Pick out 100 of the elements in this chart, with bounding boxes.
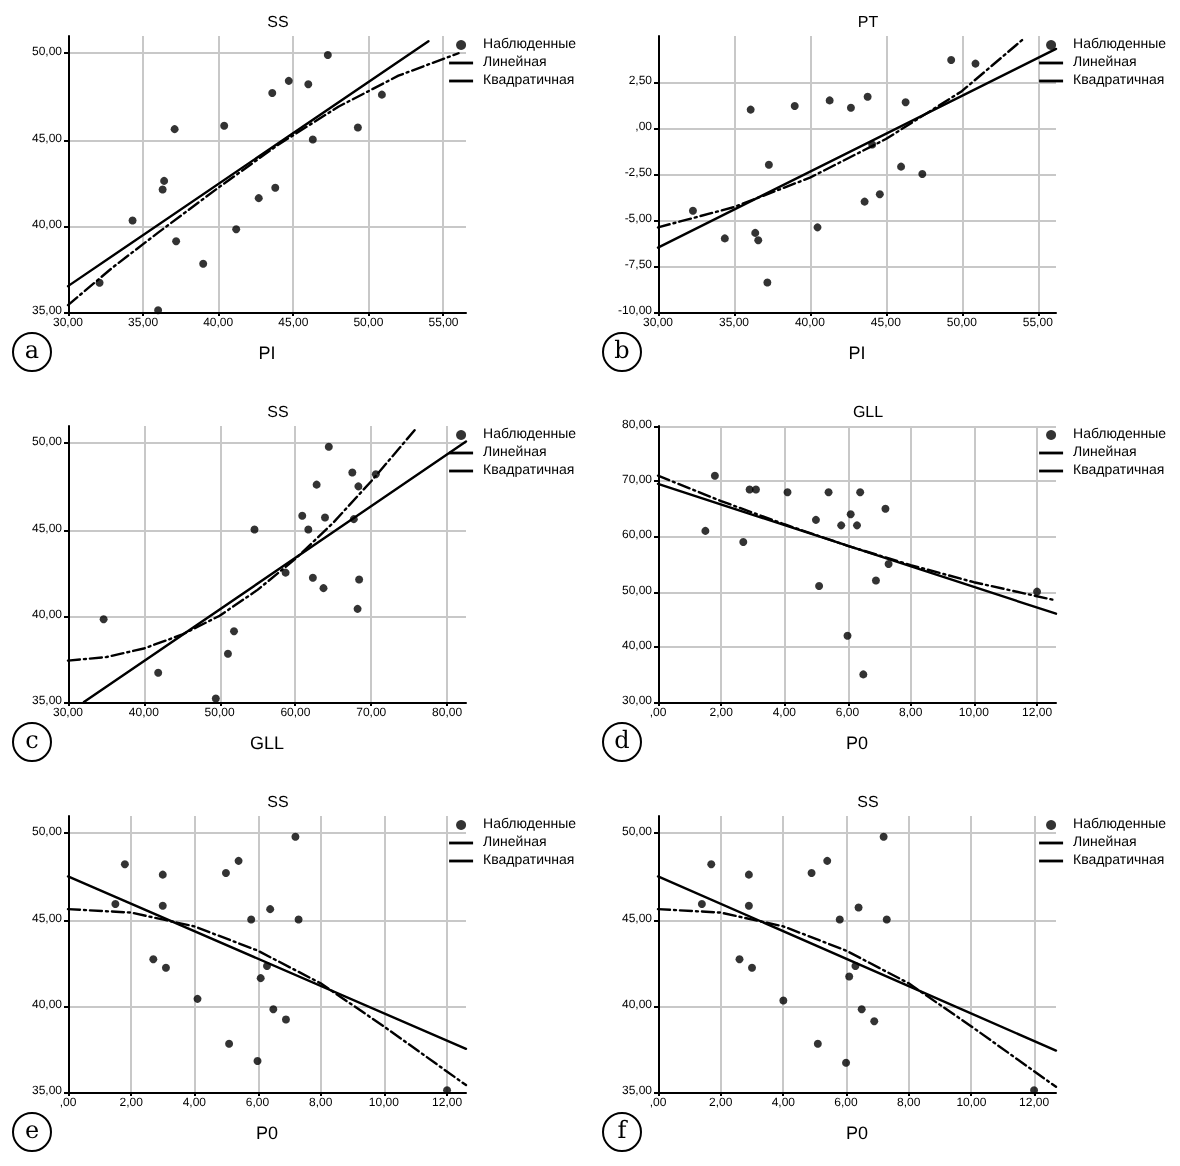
point [149,955,158,964]
point [323,50,332,59]
text: e [12,1112,52,1152]
point [863,92,872,101]
point [790,101,799,110]
chart-title: SS [267,13,289,31]
point [779,996,788,1005]
point [751,228,760,237]
point [720,234,729,243]
point [807,868,816,877]
point [291,832,300,841]
point [1033,587,1042,596]
point [688,206,697,215]
point [324,442,333,451]
point [882,915,891,924]
point [443,1086,452,1095]
point [859,670,868,679]
chart-title: SS [857,793,879,811]
point [308,135,317,144]
point [221,868,230,877]
chart-title: SS [267,403,289,421]
point [223,649,232,658]
point [697,899,706,908]
point [811,515,820,524]
point [161,963,170,972]
text: a [12,332,52,372]
point [154,306,163,315]
point [947,55,956,64]
point [857,1005,866,1014]
point [707,860,716,869]
point [901,98,910,107]
point [353,123,362,132]
point [348,468,357,477]
point [853,521,861,530]
point [843,631,852,640]
point [897,162,906,171]
point [312,480,321,489]
point [856,488,865,497]
point [754,236,763,245]
point [294,915,303,924]
point [860,197,869,206]
point [884,560,893,568]
point [783,488,792,497]
point [918,170,927,178]
point [353,604,362,613]
point [172,237,181,246]
text: c [12,722,52,762]
point [823,856,832,865]
point [158,185,167,194]
point [128,216,137,225]
point [158,901,167,910]
point [815,582,824,591]
point [284,76,293,85]
point [870,1017,879,1026]
chart-title: GLL [852,403,885,421]
text: b [602,332,642,372]
point [321,513,329,522]
point [234,856,243,865]
point [99,615,108,624]
point [225,1039,234,1048]
point [377,90,386,99]
text: f [602,1112,642,1152]
point [304,80,313,89]
point [120,860,129,869]
x-axis-title: PI [848,343,866,363]
point [710,471,719,480]
point [269,1005,278,1014]
chart-title: SS [267,793,289,811]
point [254,194,263,203]
point [879,832,888,841]
point [824,488,833,497]
point [319,584,328,593]
point [253,1056,262,1065]
point [744,901,753,910]
x-axis-title: PI [258,343,276,363]
x-axis-title: GLL [249,733,285,753]
point [354,482,363,491]
point [854,903,863,912]
point [825,96,834,105]
point [304,525,313,534]
point [813,223,822,232]
point [842,1058,851,1067]
point [1030,1086,1039,1095]
point [355,575,364,584]
point [881,504,890,513]
x-axis-title: P0 [845,733,869,753]
point [751,485,760,494]
point [111,899,120,908]
chart-title: PT [857,13,879,31]
point [746,105,755,114]
point [232,225,241,234]
point [735,955,744,964]
x-axis-title: P0 [255,1123,279,1143]
point [875,190,884,199]
point [281,1015,290,1024]
point [268,88,277,97]
point [971,59,980,68]
point [250,525,259,534]
point [308,573,317,582]
point [748,963,757,972]
